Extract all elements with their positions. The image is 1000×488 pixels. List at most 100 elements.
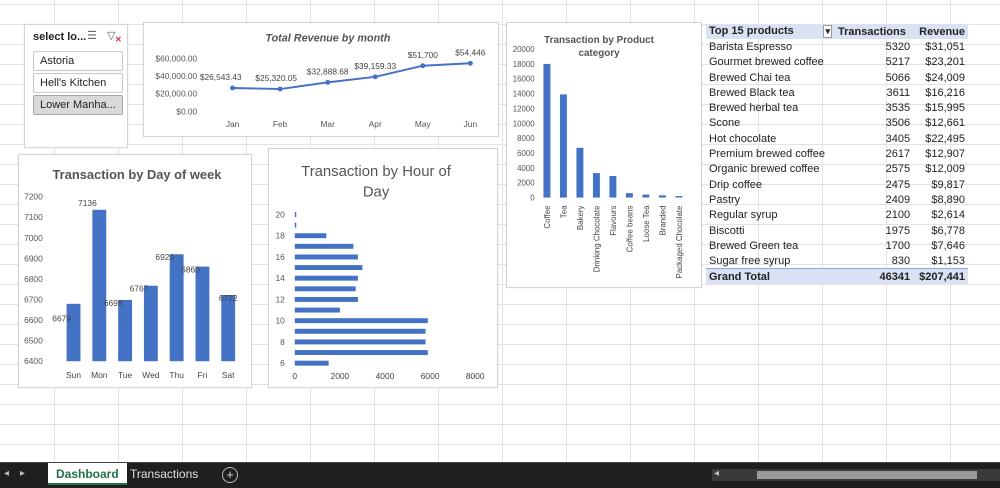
slicer-item-astoria[interactable]: Astoria — [33, 51, 123, 71]
revenue-cell: $22,495 — [925, 132, 965, 145]
transactions-cell: 3405 — [885, 132, 911, 145]
y-tick-label: 4000 — [517, 164, 535, 173]
table-row[interactable]: Brewed herbal tea 3535 $15,995 — [706, 100, 968, 115]
table-row[interactable]: Gourmet brewed coffee 5217 $23,201 — [706, 55, 968, 70]
header-transactions[interactable]: Transactions — [835, 24, 914, 40]
product-cell: Brewed Green tea — [709, 239, 799, 252]
y-tick-label: 14 — [276, 273, 286, 283]
multi-select-icon[interactable]: ☰ — [87, 30, 97, 42]
data-label: 6860 — [181, 265, 200, 275]
y-tick-label: 7100 — [24, 212, 43, 222]
revenue-cell: $23,201 — [925, 56, 965, 69]
table-row[interactable]: Scone 3506 $12,661 — [706, 116, 968, 131]
revenue-cell: $12,661 — [925, 117, 965, 130]
table-row[interactable]: Brewed Green tea 1700 $7,646 — [706, 238, 968, 253]
tab-dashboard[interactable]: Dashboard — [48, 463, 127, 485]
scrollbar-thumb[interactable] — [757, 471, 977, 479]
table-row[interactable]: Biscotti 1975 $6,778 — [706, 223, 968, 238]
chart-title: Total Revenue by month — [265, 33, 390, 45]
slicer-item-hells-kitchen[interactable]: Hell's Kitchen — [33, 73, 123, 93]
product-cell: Regular syrup — [709, 209, 778, 222]
data-label: $54,446 — [455, 47, 486, 57]
table-row[interactable]: Drip coffee 2475 $9,817 — [706, 177, 968, 192]
y-tick-label: 20000 — [513, 45, 536, 54]
transactions-by-hour-chart[interactable]: Transaction by Hour of Day 6 8 10 12 14 16 18 20… — [268, 148, 498, 388]
bar — [642, 194, 650, 198]
table-row[interactable]: Pastry 2409 $8,890 — [706, 192, 968, 207]
transactions-by-category-chart[interactable]: Transaction by Product category 0 2000 4000… — [506, 22, 702, 288]
y-tick-label: 16 — [276, 252, 286, 262]
revenue-cell: $7,646 — [931, 239, 965, 252]
data-label: 6722 — [219, 293, 238, 303]
data-label: 6679 — [52, 314, 71, 324]
revenue-cell: $2,614 — [931, 209, 965, 222]
horizontal-scrollbar[interactable]: ◂ — [712, 468, 1000, 481]
x-tick-label: Coffee — [543, 205, 552, 229]
y-tick-label: 18 — [276, 231, 286, 241]
transactions-cell: 1975 — [885, 224, 911, 237]
total-label: Grand Total — [706, 268, 835, 285]
scroll-right-icon[interactable]: ▸ — [20, 468, 26, 479]
product-cell: Drip coffee — [709, 178, 762, 191]
bar — [675, 196, 683, 198]
revenue-by-month-chart[interactable]: Total Revenue by month $0.00 $20,000.00 $4… — [143, 22, 499, 137]
tab-transactions[interactable]: Transactions — [130, 467, 199, 481]
location-slicer[interactable]: select lo... ☰ ▽ ✕ Astoria Hell's Kitchen… — [24, 24, 128, 148]
revenue-cell: $24,009 — [925, 71, 965, 84]
add-sheet-button[interactable]: + — [222, 467, 238, 483]
y-tick-label: $40,000.00 — [155, 71, 197, 81]
product-cell: Brewed Black tea — [709, 86, 795, 99]
table-row[interactable]: Regular syrup 2100 $2,614 — [706, 208, 968, 223]
y-tick-label: 6900 — [24, 253, 43, 263]
revenue-cell: $16,216 — [925, 86, 965, 99]
y-tick-label: 20 — [276, 209, 286, 219]
x-tick-label: Flavours — [609, 205, 618, 235]
x-tick-label: Sun — [66, 370, 81, 380]
transactions-cell: 2475 — [885, 178, 911, 191]
y-tick-label: $20,000.00 — [155, 89, 197, 99]
table-row[interactable]: Sugar free syrup 830 $1,153 — [706, 253, 968, 268]
series-line — [232, 62, 471, 91]
chart-title: Transaction by Hour of Day — [301, 164, 452, 201]
transactions-cell: 3611 — [886, 86, 911, 99]
table-row[interactable]: Brewed Chai tea 5066 $24,009 — [706, 70, 968, 85]
y-tick-label: 6000 — [517, 149, 535, 158]
table-row[interactable]: Barista Espresso 5320 $31,051 — [706, 39, 968, 54]
bar — [195, 266, 210, 362]
bar — [66, 303, 81, 362]
bar — [294, 222, 297, 228]
revenue-cell: $6,778 — [931, 224, 965, 237]
data-point — [420, 63, 426, 69]
scroll-left-icon[interactable]: ◂ — [714, 468, 720, 479]
table-row[interactable]: Organic brewed coffee 2575 $12,009 — [706, 162, 968, 177]
top-products-pivot-table[interactable]: Top 15 products ▾ Transactions Revenue B… — [706, 24, 968, 285]
header-product[interactable]: Top 15 products ▾ — [706, 24, 835, 40]
bar — [92, 209, 107, 362]
y-tick-label: $60,000.00 — [155, 53, 197, 63]
x-tick-label: 6000 — [421, 371, 440, 381]
header-revenue[interactable]: Revenue — [913, 24, 968, 40]
table-row[interactable]: Premium brewed coffee 2617 $12,907 — [706, 146, 968, 161]
x-tick-label: 2000 — [331, 371, 350, 381]
grand-total-row[interactable]: Grand Total 46341 $207,441 — [706, 268, 968, 285]
revenue-cell: $8,890 — [931, 193, 965, 206]
transactions-by-day-chart[interactable]: Transaction by Day of week 6400 6500 6600 6… — [18, 154, 252, 388]
x-tick-label: May — [415, 119, 432, 129]
y-tick-label: 6 — [280, 358, 285, 368]
bar — [294, 350, 428, 356]
y-tick-label: 6600 — [24, 315, 43, 325]
filter-dropdown-icon[interactable]: ▾ — [823, 25, 832, 39]
x-tick-label: Branded — [658, 205, 667, 235]
bar — [294, 286, 356, 292]
slicer-item-lower-manhattan[interactable]: Lower Manha... — [33, 95, 123, 115]
x-tick-label: Bakery — [576, 205, 585, 230]
y-tick-label: 12000 — [513, 104, 536, 113]
clear-filter-icon[interactable]: ▽ ✕ — [107, 30, 122, 44]
table-row[interactable]: Brewed Black tea 3611 $16,216 — [706, 85, 968, 100]
scroll-left-icon[interactable]: ◂ — [4, 468, 10, 479]
table-row[interactable]: Hot chocolate 3405 $22,495 — [706, 131, 968, 146]
bar — [294, 339, 426, 345]
transactions-cell: 3535 — [885, 102, 911, 115]
x-tick-label: 0 — [292, 371, 297, 381]
y-tick-label: 12 — [276, 294, 286, 304]
